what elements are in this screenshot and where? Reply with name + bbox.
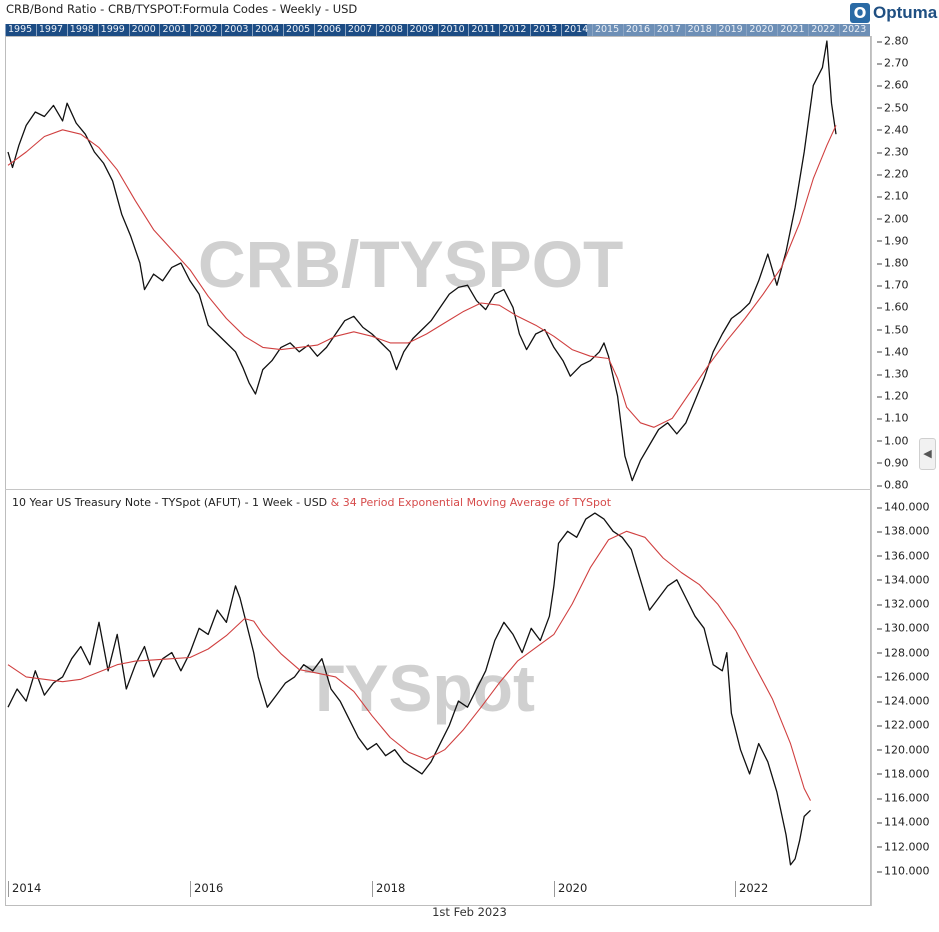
y-tick-label: 2.20 (877, 167, 909, 181)
x-tick-label: 2022 (735, 881, 768, 897)
y-tick-label: 1.30 (877, 367, 909, 381)
collapse-panel-button[interactable]: ◀ (919, 438, 936, 470)
timeline-visible-range[interactable] (587, 24, 870, 36)
y-tick-label: 124.000 (877, 694, 930, 708)
timeline-year[interactable]: 2009 (406, 24, 438, 36)
timeline-scrollbar[interactable]: 1995 1997 1998 1999 2000 2001 2002 2003 2004 2005… (5, 24, 870, 36)
top-watermark: CRB/TYSPOT (198, 227, 624, 301)
y-tick-label: 130.000 (877, 621, 930, 635)
timeline-year[interactable]: 2003 (221, 24, 252, 36)
y-tick-label: 2.70 (877, 56, 909, 70)
timeline-year[interactable]: 2018 (684, 24, 716, 36)
timeline-year[interactable]: 2022 (808, 24, 839, 36)
y-tick-label: 1.50 (877, 323, 909, 337)
y-tick-label: 134.000 (877, 573, 930, 587)
optuma-logo-icon: O (850, 3, 870, 23)
timeline-year[interactable]: 1997 (35, 24, 67, 36)
y-tick-label: 128.000 (877, 646, 930, 660)
y-tick-label: 1.60 (877, 300, 909, 314)
chevron-left-icon: ◀ (923, 447, 932, 460)
chart-title: CRB/Bond Ratio - CRB/TYSPOT:Formula Code… (6, 2, 358, 16)
y-tick-label: 0.80 (877, 478, 909, 492)
timeline-year[interactable]: 2013 (530, 24, 561, 36)
y-tick-label: 136.000 (877, 549, 930, 563)
timeline-year[interactable]: 2011 (468, 24, 499, 36)
timeline-year[interactable]: 2006 (313, 24, 345, 36)
timeline-year[interactable]: 2004 (252, 24, 283, 36)
timeline-year[interactable]: 2007 (344, 24, 376, 36)
y-tick-label: 2.50 (877, 101, 909, 115)
y-tick-label: 2.30 (877, 145, 909, 159)
timeline-year[interactable]: 2010 (437, 24, 469, 36)
tyspot-ema-line (7, 530, 811, 801)
crb-tyspot-ema-line (7, 125, 837, 428)
timeline-year[interactable]: 2001 (159, 24, 190, 36)
timeline-year[interactable]: 2005 (283, 24, 314, 36)
y-tick-label: 138.000 (877, 524, 930, 538)
timeline-year[interactable]: 2023 (839, 24, 870, 36)
timeline-year[interactable]: 1998 (66, 24, 98, 36)
y-tick-label: 110.000 (877, 864, 930, 878)
timeline-year[interactable]: 2020 (746, 24, 777, 36)
y-tick-label: 1.10 (877, 411, 909, 425)
y-tick-label: 122.000 (877, 718, 930, 732)
x-tick-label: 2018 (372, 881, 405, 897)
logo-text: Optuma (873, 3, 938, 22)
y-tick-label: 140.000 (877, 500, 930, 514)
x-tick-label: 2016 (190, 881, 223, 897)
timeline-year[interactable]: 2012 (499, 24, 530, 36)
timeline-year[interactable]: 2015 (591, 24, 623, 36)
y-tick-label: 1.90 (877, 234, 909, 248)
y-tick-label: 132.000 (877, 597, 930, 611)
y-tick-label: 2.00 (877, 212, 909, 226)
x-tick-label: 2014 (8, 881, 41, 897)
optuma-logo: O Optuma (850, 3, 937, 23)
timeline-year[interactable]: 2002 (190, 24, 221, 36)
chart-frame (5, 36, 871, 906)
y-tick-label: 2.60 (877, 78, 909, 92)
axis-separator (871, 36, 872, 906)
x-tick-label: 2020 (554, 881, 587, 897)
y-tick-label: 2.80 (877, 34, 909, 48)
y-tick-label: 2.10 (877, 189, 909, 203)
timeline-year[interactable]: 1999 (97, 24, 129, 36)
y-tick-label: 1.70 (877, 278, 909, 292)
series-title-ema: & 34 Period Exponential Moving Average o… (330, 496, 612, 509)
y-tick-label: 1.00 (877, 434, 909, 448)
panel-divider[interactable] (5, 489, 871, 490)
timeline-year[interactable]: 2000 (128, 24, 160, 36)
y-tick-label: 114.000 (877, 815, 930, 829)
bottom-watermark: TYSpot (304, 651, 535, 725)
timeline-year[interactable]: 2014 (561, 24, 592, 36)
timeline-year[interactable]: 2021 (777, 24, 808, 36)
y-tick-label: 1.40 (877, 345, 909, 359)
y-tick-label: 118.000 (877, 767, 930, 781)
tyspot-price-line (7, 512, 811, 866)
y-tick-label: 116.000 (877, 791, 930, 805)
y-tick-label: 1.20 (877, 389, 909, 403)
date-caption: 1st Feb 2023 (432, 905, 507, 919)
y-tick-label: 0.90 (877, 456, 909, 470)
y-tick-label: 120.000 (877, 743, 930, 757)
y-tick-label: 126.000 (877, 670, 930, 684)
timeline-year[interactable]: 2019 (715, 24, 747, 36)
timeline-year[interactable]: 2016 (622, 24, 654, 36)
y-tick-label: 1.80 (877, 256, 909, 270)
y-tick-label: 2.40 (877, 123, 909, 137)
bottom-panel-title: 10 Year US Treasury Note - TYSpot (AFUT)… (12, 496, 611, 509)
timeline-year[interactable]: 1995 (5, 24, 36, 36)
timeline-year[interactable]: 2017 (653, 24, 685, 36)
y-tick-label: 112.000 (877, 840, 930, 854)
timeline-year[interactable]: 2008 (375, 24, 407, 36)
crb-tyspot-line (7, 40, 837, 482)
series-title-price: 10 Year US Treasury Note - TYSpot (AFUT)… (12, 496, 328, 509)
